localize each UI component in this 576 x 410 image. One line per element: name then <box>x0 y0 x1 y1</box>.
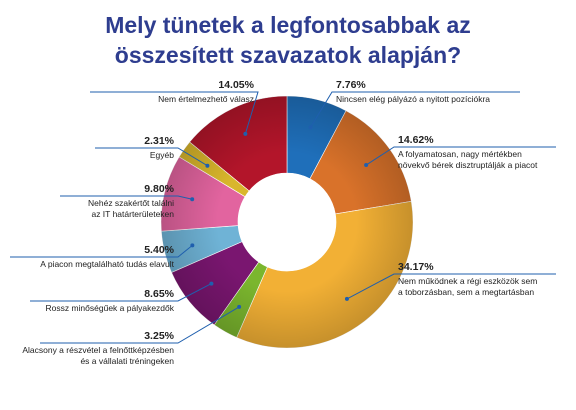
slice-4-category-label: és a vállalati tréningeken <box>80 356 174 366</box>
slice-1-leader-line <box>310 91 520 128</box>
slice-1-category-label: Nincsen elég pályázó a nyitott pozíciókr… <box>336 94 490 104</box>
slice-8-category-label: Egyéb <box>150 150 174 160</box>
slice-7-value-label: 9.80% <box>144 183 174 195</box>
chart-title: Mely tünetek a legfontosabbak az összesí… <box>0 10 576 70</box>
slice-2-value-label: 14.62% <box>398 134 434 146</box>
slice-2-leader-line <box>365 146 556 166</box>
slice-7-category-label: Nehéz szakértőt találni <box>88 198 174 208</box>
slice-3-category-label: Nem működnek a régi eszközök sem <box>398 276 537 286</box>
chart-title-line-2: összesített szavazatok alapján? <box>114 42 462 68</box>
slice-6-value-label: 5.40% <box>144 244 174 256</box>
donut-slices <box>160 95 414 349</box>
slice-6-leader-line <box>10 245 193 258</box>
slice-3-leader-line <box>346 273 556 300</box>
slice-9-leader-line <box>90 91 259 134</box>
slice-9-value-label: 14.05% <box>218 79 254 91</box>
slice-4-leader-line <box>40 306 240 344</box>
slice-4-value-label: 3.25% <box>144 330 174 342</box>
slice-5-category-label: Rossz minőségűek a pályakezdők <box>45 303 174 313</box>
slice-3-value-label: 34.17% <box>398 261 434 273</box>
slice-2-category-label: növekvő bérek disztruptálják a piacot <box>398 160 538 170</box>
slice-6-category-label: A piacon megtalálható tudás elavult <box>40 259 174 269</box>
slice-9-category-label: Nem értelmezhető válasz <box>158 94 254 104</box>
slice-5-value-label: 8.65% <box>144 288 174 300</box>
slice-7-category-label: az IT határterületeken <box>91 209 174 219</box>
slice-8-leader-line <box>95 147 208 167</box>
slice-3-category-label: a toborzásban, sem a megtartásban <box>398 287 534 297</box>
slice-5-leader-line <box>30 283 212 302</box>
chart-title-line-1: Mely tünetek a legfontosabbak az <box>105 12 471 38</box>
slice-1-value-label: 7.76% <box>336 79 366 91</box>
slice-labels: 7.76% Nincsen elég pályázó a nyitott pozí… <box>10 79 556 366</box>
slice-8-value-label: 2.31% <box>144 135 174 147</box>
slice-2-category-label: A folyamatosan, nagy mértékben <box>398 149 522 159</box>
donut-hole <box>238 173 336 271</box>
slice-4-category-label: Alacsony a részvétel a felnőttképzésben <box>22 345 174 355</box>
slice-7-leader-line <box>60 195 193 200</box>
